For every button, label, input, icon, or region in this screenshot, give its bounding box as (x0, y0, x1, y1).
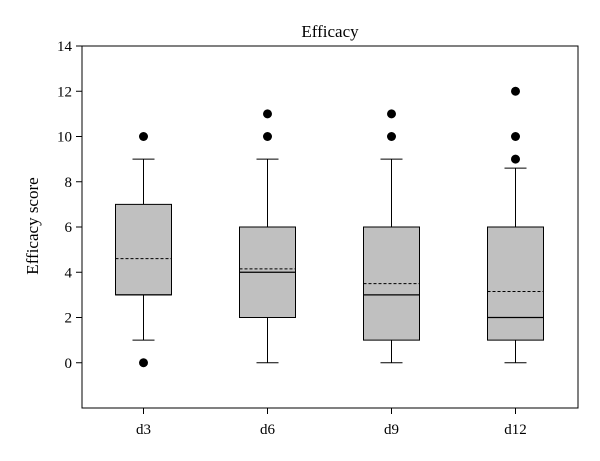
outlier-point (511, 154, 520, 164)
box-d3 (115, 132, 172, 368)
box-d6 (239, 109, 296, 364)
y-tick-label: 2 (65, 311, 73, 327)
interquartile-box (487, 226, 544, 341)
x-tick-label: d9 (384, 422, 399, 438)
x-axis: d3 d6 d9 d12 (136, 408, 527, 438)
y-tick-label: 0 (65, 356, 73, 372)
outlier-point (387, 132, 396, 141)
x-tick-label: d6 (260, 422, 276, 438)
y-tick-label: 12 (57, 84, 72, 100)
outlier-point (387, 109, 396, 119)
outlier-point (139, 358, 148, 368)
y-tick-label: 8 (65, 175, 73, 191)
y-axis-title: Efficacy score (23, 177, 42, 274)
box-d12 (487, 86, 544, 364)
box-series (115, 86, 544, 368)
chart-title: Efficacy (301, 22, 359, 41)
x-tick-label: d12 (504, 422, 527, 438)
y-tick-label: 14 (57, 39, 73, 55)
outlier-point (263, 132, 272, 141)
y-axis: 0 2 4 6 8 10 12 14 (57, 39, 82, 372)
y-tick-label: 10 (57, 130, 72, 146)
box-d9 (363, 109, 420, 364)
outlier-point (511, 132, 520, 141)
x-tick-label: d3 (136, 422, 151, 438)
outlier-point (263, 109, 272, 119)
interquartile-box (115, 203, 172, 296)
outlier-point (139, 132, 148, 141)
y-tick-label: 4 (65, 265, 73, 281)
outlier-point (511, 86, 520, 96)
y-tick-label: 6 (65, 220, 73, 236)
